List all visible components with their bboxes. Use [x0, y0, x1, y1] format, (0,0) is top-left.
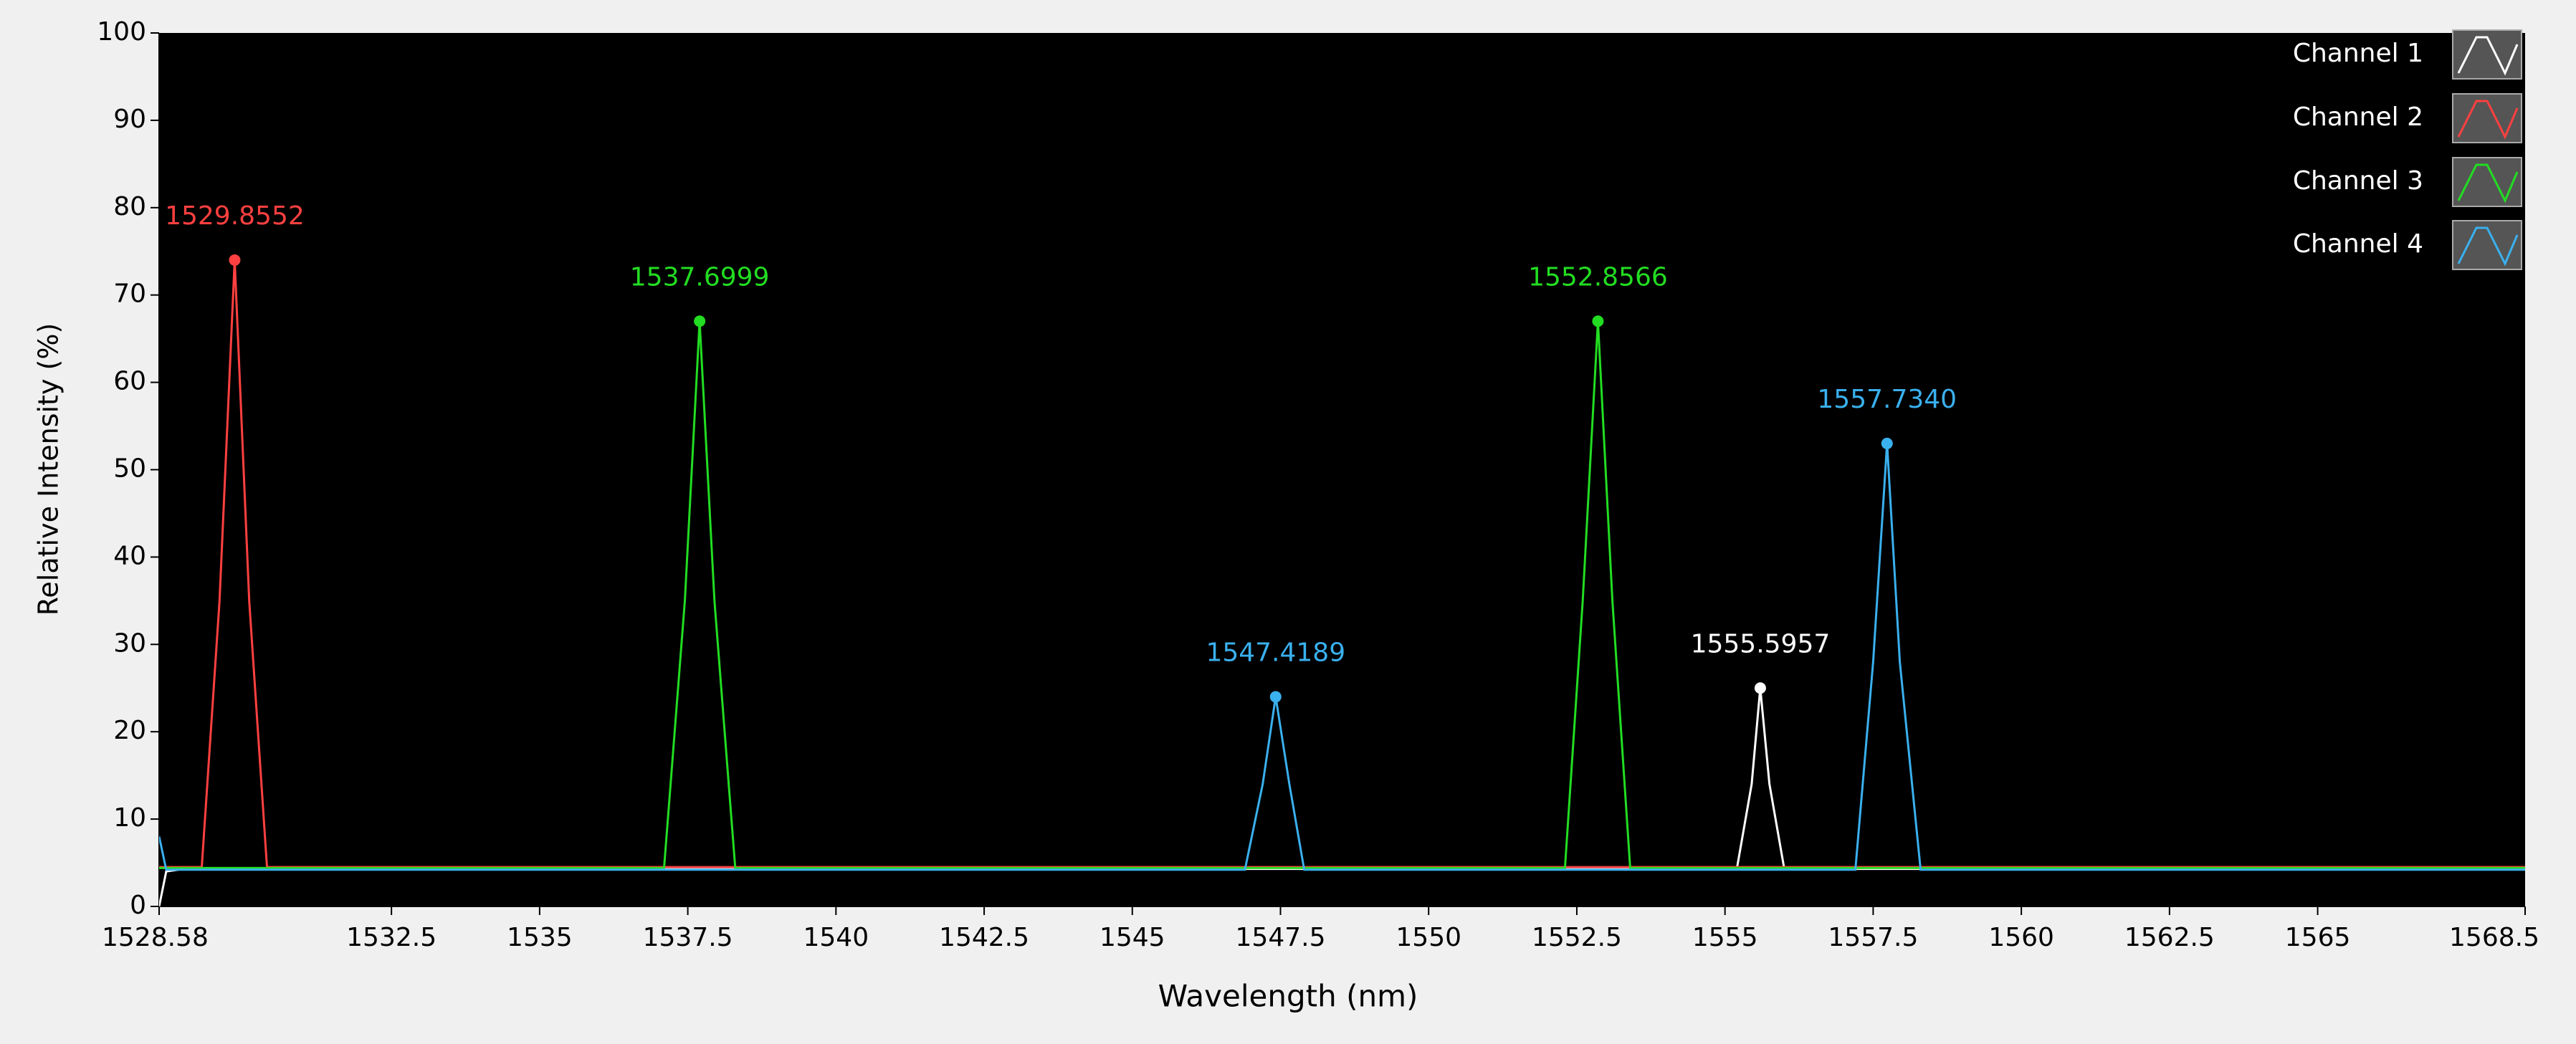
x-tick-label: 1547.5	[1236, 923, 1326, 952]
peak-marker	[1592, 315, 1604, 327]
peak-label: 1552.8566	[1528, 262, 1668, 292]
peak-label: 1557.7340	[1817, 385, 1957, 414]
legend-swatch	[2457, 163, 2519, 203]
legend-swatch	[2457, 226, 2519, 267]
peak-label: 1529.8552	[165, 201, 305, 231]
x-tick-label: 1550	[1396, 923, 1461, 952]
x-tick-label: 1552.5	[1532, 923, 1622, 952]
x-tick-label: 1535	[507, 923, 573, 952]
y-tick-label: 20	[113, 716, 146, 745]
series-line	[159, 443, 2525, 871]
x-tick-label: 1568.5	[2449, 923, 2539, 952]
x-tick-label: 1528.58	[102, 923, 209, 952]
y-tick-label: 50	[113, 454, 146, 484]
peak-label: 1537.6999	[630, 262, 770, 292]
peak-label: 1555.5957	[1691, 629, 1831, 659]
x-tick-label: 1545	[1099, 923, 1165, 952]
peak-marker	[229, 254, 241, 266]
y-tick-label: 30	[113, 628, 146, 658]
y-tick-label: 60	[113, 367, 146, 396]
peak-marker	[1881, 437, 1893, 449]
x-tick-label: 1562.5	[2124, 923, 2215, 952]
y-axis-title: Relative Intensity (%)	[33, 323, 65, 616]
legend-swatch	[2457, 36, 2519, 76]
legend-label: Channel 1	[2293, 39, 2423, 68]
legend-label: Channel 2	[2293, 102, 2423, 132]
x-tick-label: 1565	[2285, 923, 2351, 952]
x-axis-title: Wavelength (nm)	[1158, 979, 1418, 1014]
y-tick-label: 40	[113, 541, 146, 570]
peak-label: 1547.4189	[1206, 638, 1345, 667]
legend-swatch	[2457, 100, 2519, 140]
legend-label: Channel 3	[2293, 166, 2423, 196]
y-tick-label: 10	[113, 803, 146, 833]
legend-swatch-bg	[2452, 29, 2522, 80]
y-tick-label: 80	[113, 192, 146, 221]
x-tick-label: 1557.5	[1828, 923, 1918, 952]
y-tick-label: 0	[130, 891, 146, 920]
y-tick-label: 100	[97, 17, 146, 47]
peak-marker	[694, 315, 706, 327]
peak-marker	[1269, 691, 1282, 703]
plot-area	[159, 33, 2525, 906]
series-line	[159, 321, 2525, 869]
y-tick-label: 70	[113, 279, 146, 309]
x-tick-label: 1542.5	[939, 923, 1029, 952]
x-tick-label: 1537.5	[643, 923, 733, 952]
x-tick-label: 1560	[1988, 923, 2054, 952]
peak-marker	[1754, 682, 1766, 694]
x-tick-label: 1540	[803, 923, 869, 952]
legend-label: Channel 4	[2293, 229, 2423, 259]
y-tick-label: 90	[113, 105, 146, 134]
x-tick-label: 1532.5	[346, 923, 437, 952]
x-tick-label: 1555	[1692, 923, 1758, 952]
legend-swatch-bg	[2452, 220, 2522, 270]
